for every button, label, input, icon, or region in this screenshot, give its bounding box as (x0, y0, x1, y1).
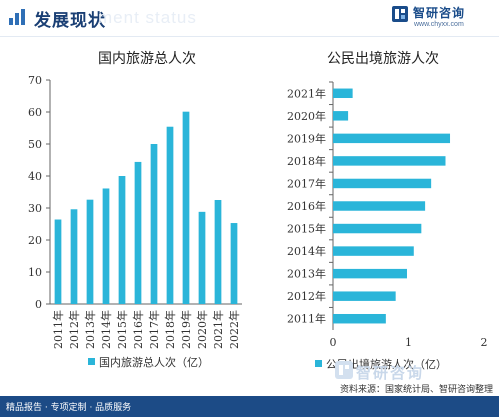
brand-name: 智研咨询 (413, 6, 466, 20)
outbound-tourism-chart: 2021年 2020年 2019年 2018年 2017年 2016年 2015年 2014年… (287, 81, 488, 371)
brand[interactable]: 智研咨询 www.chyxx.com (391, 3, 481, 33)
legend-swatch (88, 358, 95, 365)
bar (230, 223, 238, 304)
page-header: 发展现状 ment status 智研咨询 www.chyxx.com (0, 0, 499, 36)
footer-bar: 精品报告 · 专项定制 · 品质服务 (0, 396, 499, 417)
header-divider (0, 36, 499, 37)
y-tick-label: 60 (28, 106, 42, 119)
bar (333, 268, 407, 279)
zhiyan-logo-icon (392, 6, 408, 22)
x-tick-label: 2011年 (51, 310, 65, 349)
bar (150, 144, 158, 304)
bar (333, 201, 426, 211)
bar (70, 209, 78, 304)
bar (166, 126, 174, 304)
bar-chart-icon (9, 9, 29, 25)
section-title-watermark: ment status (98, 8, 197, 27)
bar (198, 211, 206, 304)
x-tick-label: 2019年 (179, 310, 193, 349)
bar (214, 200, 222, 304)
y-tick-label: 2012年 (287, 289, 326, 303)
bar (86, 199, 94, 304)
right-chart-title: 公民出境旅游人次 (327, 51, 439, 67)
bar (333, 291, 396, 301)
y-tick-label: 2013年 (287, 267, 326, 281)
x-tick-label: 2021年 (211, 310, 225, 349)
legend-swatch (315, 360, 322, 367)
y-tick-label: 2011年 (287, 312, 326, 326)
bar (134, 161, 142, 304)
bar (333, 156, 446, 166)
x-tick-label: 2012年 (67, 310, 81, 349)
bar (333, 223, 422, 234)
x-tick-label: 2022年 (227, 310, 241, 349)
bar (182, 111, 190, 305)
bar (333, 88, 353, 99)
y-tick-label: 2020年 (287, 109, 326, 123)
left-chart-title: 国内旅游总人次 (98, 51, 196, 67)
x-tick-label: 2015年 (115, 310, 129, 349)
footer-slogan: 精品报告 · 专项定制 · 品质服务 (6, 403, 132, 413)
y-tick-label: 2018年 (287, 154, 326, 168)
x-tick-label: 2 (481, 336, 488, 349)
bar (333, 111, 349, 121)
bar (118, 176, 126, 304)
bar (333, 178, 432, 189)
x-tick-label: 0 (330, 336, 337, 349)
bar (54, 219, 62, 304)
y-tick-label: 2015年 (287, 222, 326, 236)
x-tick-label: 1 (405, 336, 412, 349)
legend-label: 公民出境旅游人次（亿） (326, 357, 447, 371)
bar (333, 246, 414, 256)
y-tick-label: 10 (28, 266, 42, 279)
y-tick-label: 20 (28, 234, 42, 247)
x-tick-label: 2017年 (147, 310, 161, 349)
y-tick-label: 2014年 (287, 244, 326, 258)
x-tick-label: 2016年 (131, 310, 145, 349)
legend-label: 国内旅游总人次（亿） (99, 355, 209, 369)
x-tick-label: 2020年 (195, 310, 209, 349)
domestic-tourism-chart: 0 10 20 30 40 50 60 70 2011年 2012年 2013年 2014年 2015年… (28, 74, 242, 369)
section-title: 发展现状 (34, 11, 106, 31)
y-tick-label: 2021年 (287, 86, 326, 100)
y-tick-label: 0 (35, 298, 42, 311)
bar (333, 313, 386, 324)
y-tick-label: 2017年 (287, 176, 326, 190)
y-tick-label: 2016年 (287, 199, 326, 213)
watermark-logo-icon (335, 361, 353, 379)
y-tick-label: 40 (28, 170, 42, 183)
x-tick-label: 2013年 (83, 310, 97, 349)
y-tick-label: 2019年 (287, 131, 326, 145)
x-tick-label: 2014年 (99, 310, 113, 349)
brand-url: www.chyxx.com (414, 21, 464, 28)
legend: 国内旅游总人次（亿） (88, 355, 209, 369)
bar (333, 133, 451, 144)
bottom-watermark: 智研咨询 (356, 364, 425, 382)
data-source: 资料来源：国家统计局、智研咨询整理 (339, 385, 493, 395)
x-tick-label: 2018年 (163, 310, 177, 349)
y-tick-label: 70 (28, 74, 42, 87)
legend: 公民出境旅游人次（亿） (315, 357, 447, 371)
bar (102, 188, 110, 304)
y-tick-label: 50 (28, 138, 42, 151)
y-tick-label: 30 (28, 202, 42, 215)
